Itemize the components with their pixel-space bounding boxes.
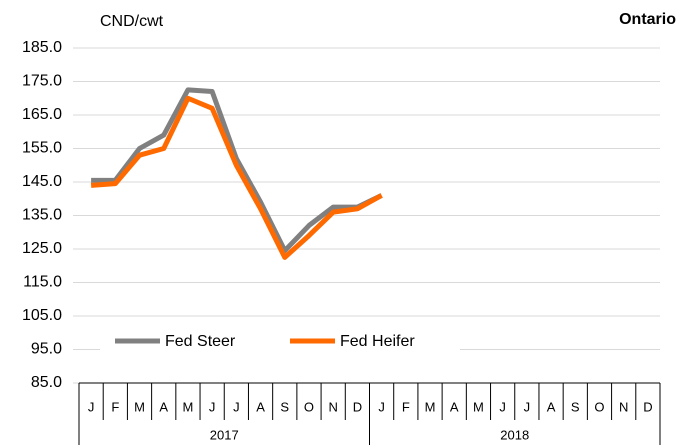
x-tick-label: J (524, 399, 531, 414)
y-tick-label: 175.0 (22, 73, 62, 90)
x-tick-label: S (571, 399, 580, 414)
x-tick-label: M (134, 399, 145, 414)
x-tick-label: J (378, 399, 385, 414)
x-tick-label: F (111, 399, 119, 414)
y-tick-label: 145.0 (22, 173, 62, 190)
y-tick-label: 105.0 (22, 307, 62, 324)
x-tick-label: N (328, 399, 337, 414)
x-tick-label: A (450, 399, 459, 414)
y-axis-label: CND/cwt (100, 13, 164, 30)
x-group-label: 2017 (210, 427, 239, 442)
x-tick-label: F (402, 399, 410, 414)
x-tick-label: J (499, 399, 506, 414)
x-tick-label: N (619, 399, 628, 414)
x-tick-label: J (233, 399, 240, 414)
y-tick-label: 135.0 (22, 207, 62, 224)
y-tick-label: 115.0 (23, 274, 62, 291)
x-tick-label: M (183, 399, 194, 414)
series-line (91, 87, 383, 254)
y-tick-label: 125.0 (22, 240, 62, 257)
legend-label: Fed Steer (165, 333, 236, 350)
series-line (90, 95, 383, 260)
y-tick-label: 95.0 (31, 341, 62, 358)
legend-label: Fed Heifer (340, 333, 415, 350)
y-tick-label: 85.0 (31, 374, 62, 391)
x-tick-label: M (425, 399, 436, 414)
chart-title: Ontario (619, 11, 676, 28)
x-tick-label: D (353, 399, 362, 414)
y-tick-label: 155.0 (22, 140, 62, 157)
x-tick-label: O (594, 399, 604, 414)
x-tick-label: S (280, 399, 289, 414)
y-tick-label: 165.0 (22, 106, 62, 123)
x-tick-label: J (209, 399, 216, 414)
x-tick-label: O (304, 399, 314, 414)
x-tick-label: D (643, 399, 652, 414)
x-tick-label: A (547, 399, 556, 414)
x-tick-label: J (88, 399, 95, 414)
x-tick-label: M (473, 399, 484, 414)
x-group-label: 2018 (500, 427, 529, 442)
x-tick-label: A (159, 399, 168, 414)
y-tick-label: 185.0 (22, 39, 62, 56)
x-tick-label: A (256, 399, 265, 414)
